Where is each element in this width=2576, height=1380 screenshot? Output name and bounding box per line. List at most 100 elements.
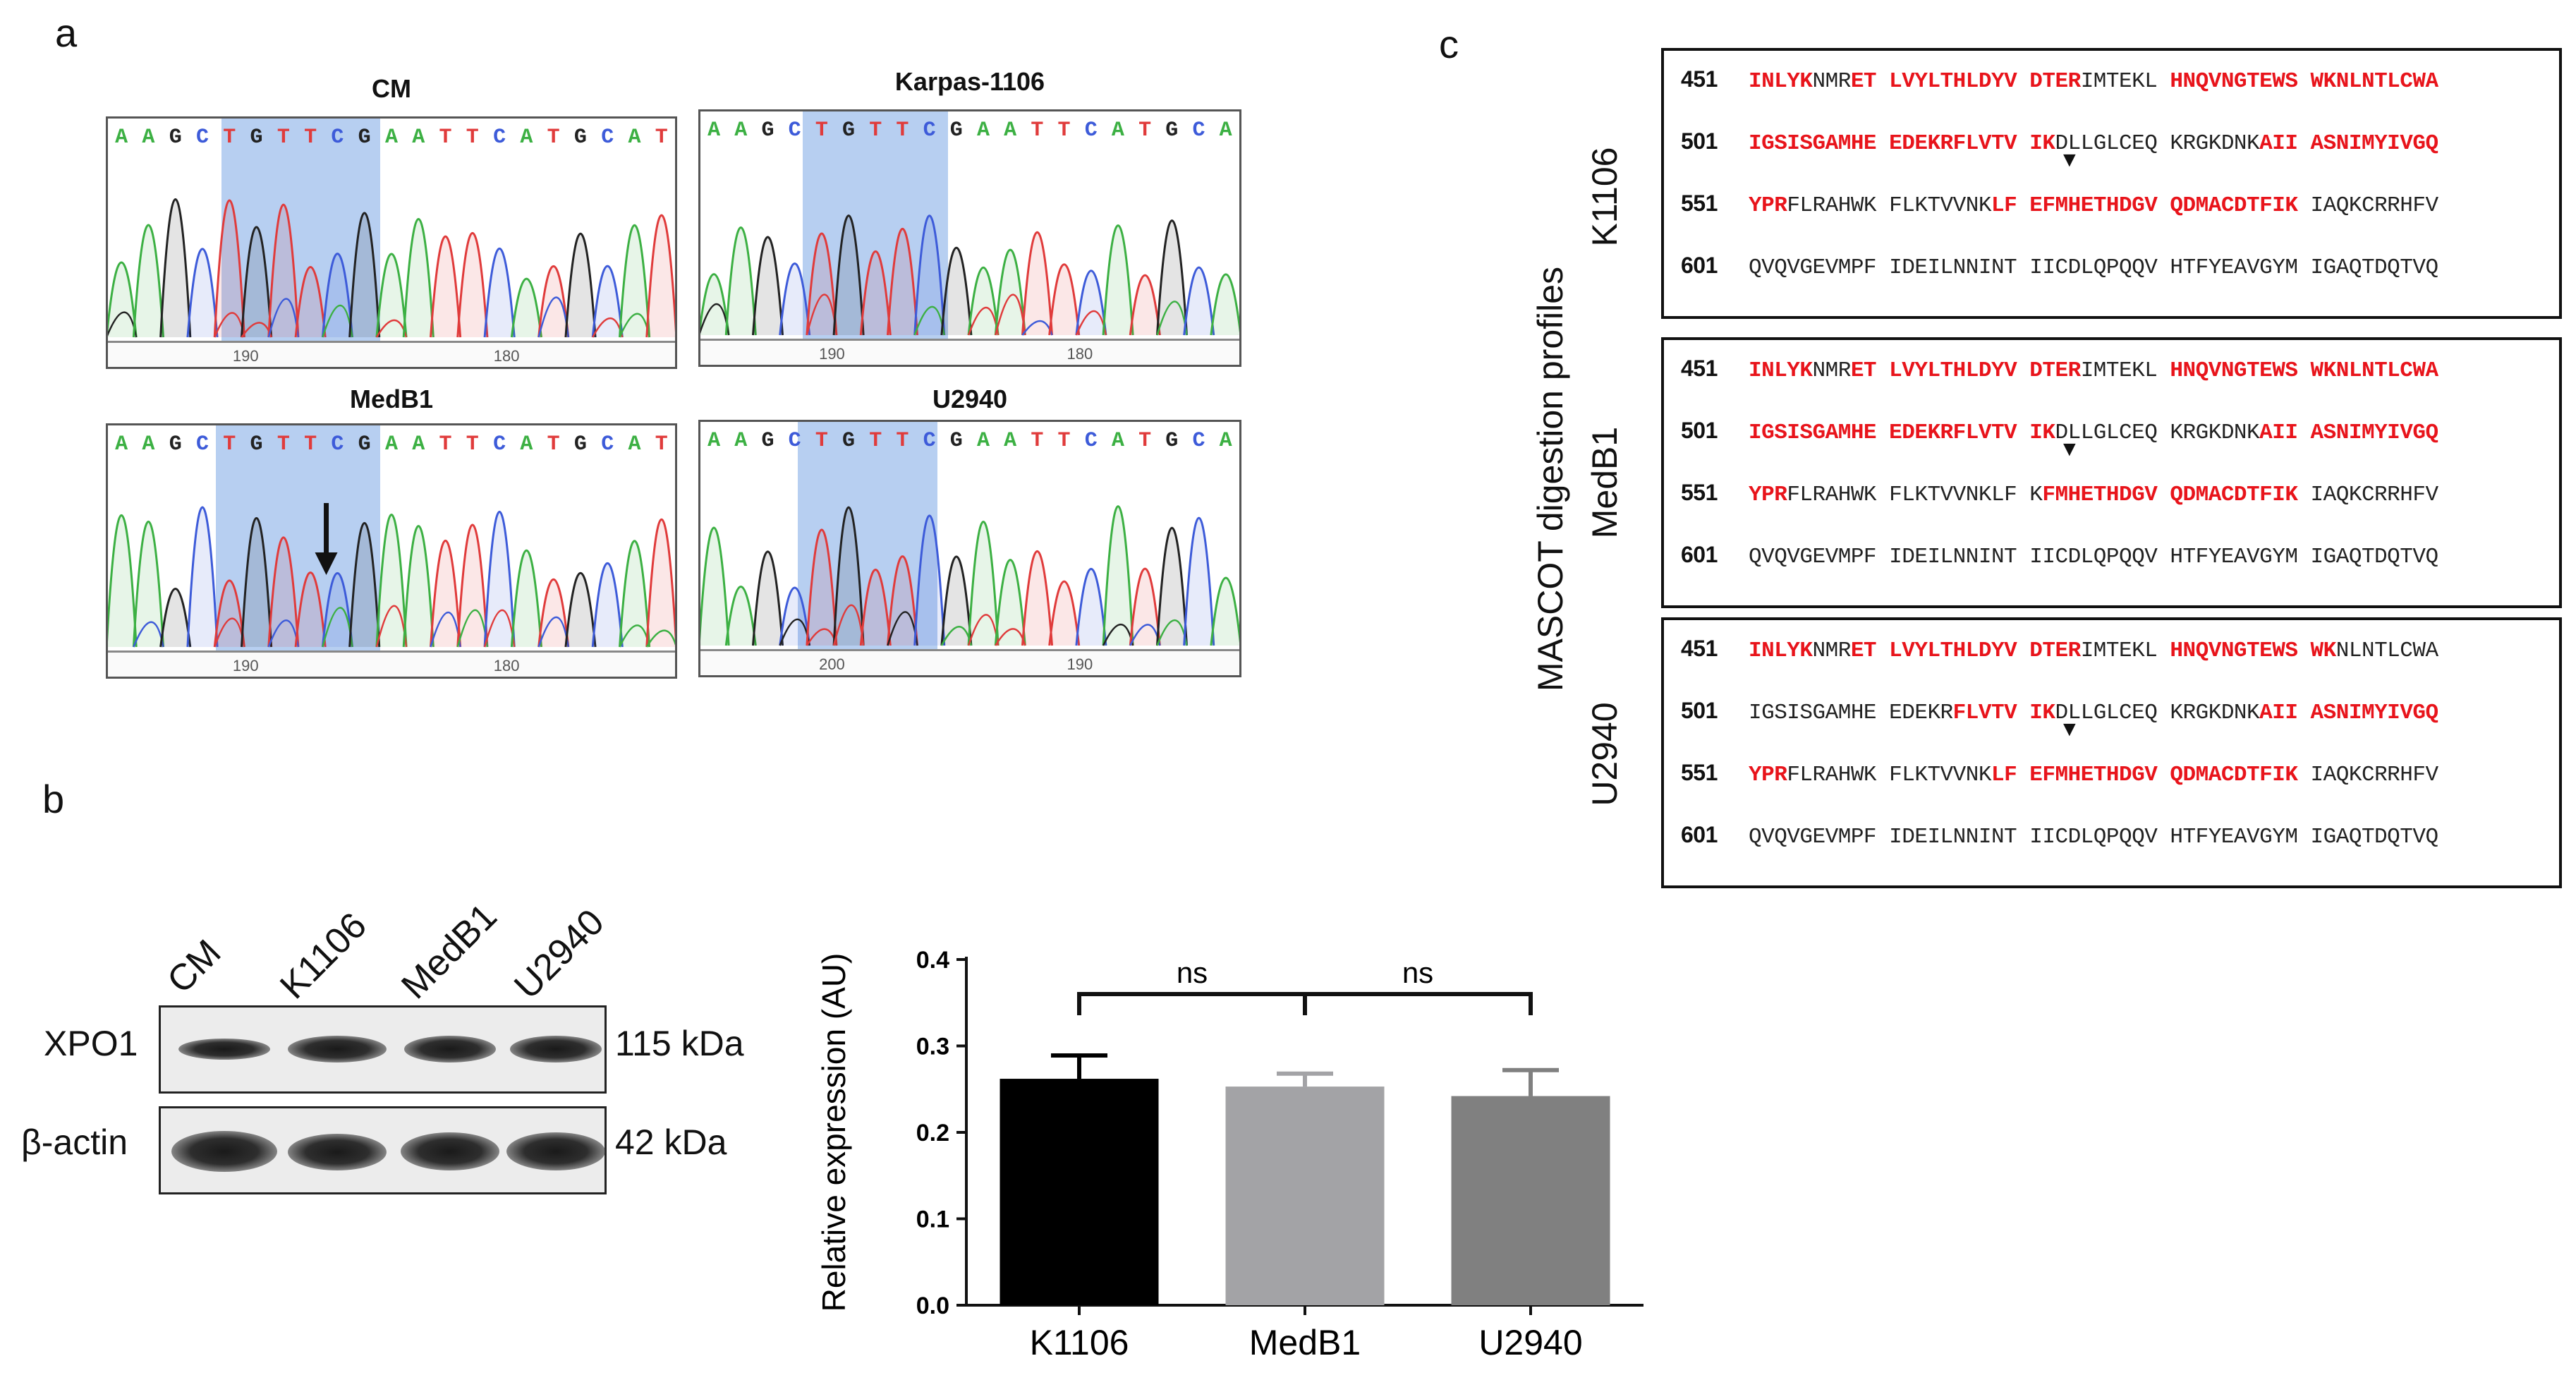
trace-peak	[375, 514, 408, 648]
chromatogram-karpas-1106: A A G C T G T T C G A A T T C A T G C A 190 180	[698, 109, 1241, 367]
trace-peak	[294, 266, 327, 338]
base-letter: A	[1219, 119, 1232, 143]
highlight-region	[803, 111, 949, 341]
matched-peptide: INLYK	[1749, 358, 1813, 383]
chromatogram-title: MedB1	[349, 385, 434, 413]
trace-peak	[241, 517, 273, 648]
trace-peak	[213, 199, 245, 338]
unmatched-residues: DLLGLCEQ KRGKDNK	[2055, 420, 2260, 445]
ruler-tick: 190	[1067, 655, 1093, 673]
base-letter: C	[195, 432, 209, 456]
panel-letter-c: c	[1439, 22, 1459, 66]
matched-peptide: AII ASNIMYIVGQ	[2259, 131, 2438, 156]
x-tick-label: MedB1	[1249, 1323, 1361, 1362]
base-letter: G	[761, 429, 774, 453]
trace-peak	[564, 571, 597, 648]
trace-peak	[1102, 224, 1134, 336]
matched-peptide: IGSISGAMHE EDEKRFLVTV IK	[1749, 420, 2055, 445]
base-letter: T	[439, 126, 452, 150]
y-axis-label: Relative expression (AU)	[815, 953, 852, 1312]
ruler-tick: 180	[493, 347, 520, 365]
bar	[1225, 1087, 1385, 1305]
sequence-line: 551 YPRFLRAHWK FLKTVVNKLF EFMHETHDGV QDMA…	[1681, 760, 2438, 787]
base-letter: C	[195, 126, 209, 150]
band	[404, 1036, 496, 1063]
trace-peak	[483, 248, 516, 338]
lane-label: K1106	[272, 904, 375, 1007]
trace-peak	[779, 586, 811, 646]
band	[288, 1036, 387, 1063]
base-letter: C	[923, 429, 936, 453]
side-label: MASCOT digestion profiles	[1531, 266, 1570, 692]
base-letter: C	[1192, 429, 1205, 453]
sequence-line: 501 IGSISGAMHE EDEKRFLVTV IKDLLGLCEQ KRGK…	[1681, 128, 2438, 156]
trace-plot	[700, 505, 1239, 646]
trace-peak	[751, 550, 784, 646]
trace-peak	[913, 214, 946, 336]
unmatched-residues: IAQKCRRHFV	[2297, 763, 2439, 787]
trace-peak	[430, 235, 462, 338]
trace-peak	[700, 526, 730, 646]
base-letter: A	[384, 126, 398, 150]
base-letter: G	[250, 432, 263, 456]
base-letter: T	[466, 432, 479, 456]
band	[510, 1036, 602, 1063]
protein-label-xpo1: XPO1	[44, 1024, 138, 1063]
matched-peptide: FLVTV IK	[1952, 701, 2055, 725]
chromatogram-title: U2940	[932, 385, 1008, 413]
bar	[1000, 1079, 1159, 1305]
position-ruler: 190 180	[700, 339, 1239, 365]
residue-number: 501	[1681, 698, 1718, 723]
trace-peak	[186, 248, 219, 338]
trace-peak	[1129, 567, 1161, 646]
base-letter: T	[547, 126, 560, 150]
lane-label: U2940	[506, 901, 612, 1007]
base-letter: A	[1111, 119, 1124, 143]
base-letter: T	[655, 432, 668, 456]
lane-label: MedB1	[394, 895, 505, 1007]
unmatched-residues: FLRAHWK FLKTVVNK	[1787, 193, 1991, 218]
trace-peak	[886, 228, 919, 336]
trace-peak	[806, 528, 838, 646]
trace-peak	[1210, 273, 1239, 336]
base-letter: C	[601, 126, 614, 150]
sequence-line: 451 INLYKNMRET LVYLTHLDYV DTERIMTEKL HNQV…	[1681, 356, 2438, 383]
residue-number: 551	[1681, 760, 1718, 785]
cell-label-medb1: MedB1	[1585, 426, 1624, 539]
trace-peak	[724, 586, 757, 646]
trace-peak	[940, 247, 973, 336]
unmatched-residues: QVQVGEVMPF IDEILNNINT IICDLQPQQV HTFYEAV…	[1749, 255, 2438, 280]
base-letter: T	[869, 429, 882, 453]
base-letter: T	[896, 429, 909, 453]
unmatched-residues: FLRAHWK FLKTVVNKLF K	[1787, 483, 2043, 507]
base-letter: T	[896, 119, 909, 143]
base-letter: C	[1192, 119, 1205, 143]
trace-peak	[779, 262, 811, 336]
ruler-tick: 180	[1067, 345, 1093, 363]
residue-number: 451	[1681, 356, 1718, 381]
matched-peptide: IGSISGAMHE EDEKRFLVTV IK	[1749, 131, 2055, 156]
base-letter: A	[976, 119, 990, 143]
base-letter: G	[949, 119, 963, 143]
trace-peak	[1183, 516, 1215, 646]
significance-bracket	[1077, 992, 1307, 1015]
matched-peptide: YPR	[1749, 193, 1787, 218]
lane-label: CM	[159, 932, 229, 1002]
sequence-line: 451 INLYKNMRET LVYLTHLDYV DTERIMTEKL HNQV…	[1681, 636, 2438, 663]
base-letter: A	[412, 432, 425, 456]
trace-peak	[619, 224, 651, 338]
trace-plot	[108, 198, 675, 338]
base-letter: G	[1165, 119, 1179, 143]
base-letter: A	[1111, 429, 1124, 453]
matched-peptide: HNQVNGTEWS WKNLNTLCWA	[2170, 358, 2438, 383]
base-letter: A	[1219, 429, 1232, 453]
unmatched-residues: NLNTLCWA	[2335, 638, 2438, 663]
base-letter: A	[734, 119, 748, 143]
base-letter: G	[169, 126, 182, 150]
sequence-box-u2940: 451 INLYKNMRET LVYLTHLDYV DTERIMTEKL HNQV…	[1661, 617, 2562, 888]
ruler-tick: 200	[819, 655, 845, 673]
base-letter: C	[788, 119, 801, 143]
trace-peak	[186, 506, 219, 648]
